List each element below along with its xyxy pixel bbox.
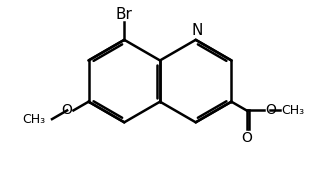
Text: O: O [61,103,72,117]
Text: O: O [266,103,276,117]
Text: N: N [192,23,203,38]
Text: CH₃: CH₃ [281,104,305,117]
Text: Br: Br [116,7,133,22]
Text: CH₃: CH₃ [22,113,46,126]
Text: O: O [241,131,252,145]
